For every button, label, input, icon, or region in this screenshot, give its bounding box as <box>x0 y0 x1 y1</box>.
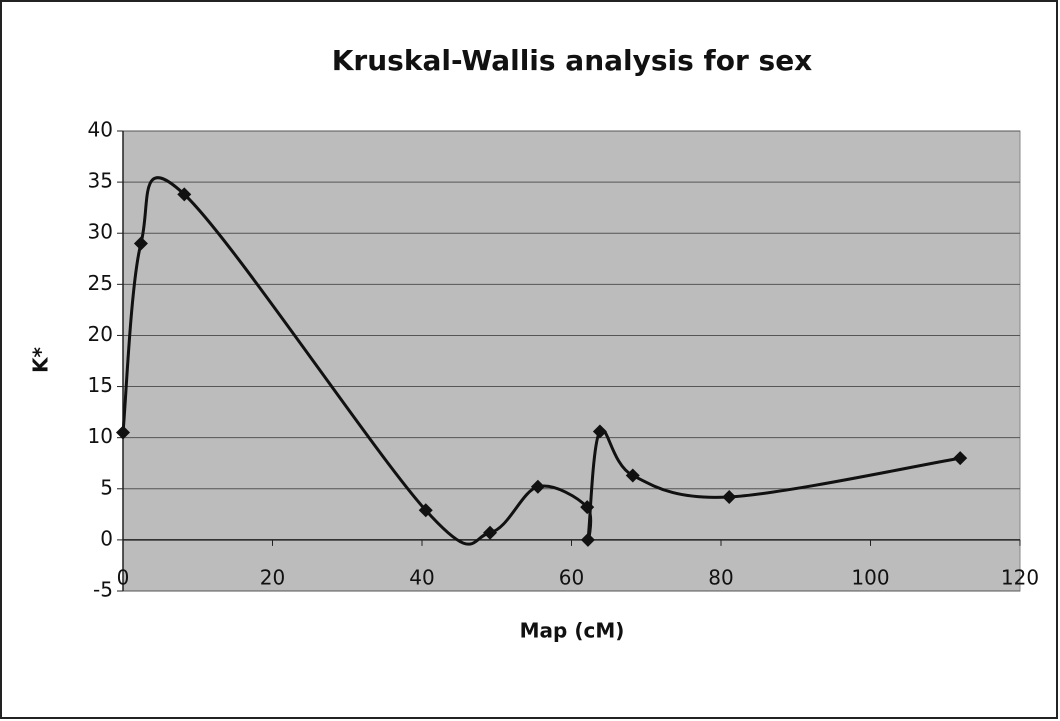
data-point <box>133 236 148 251</box>
data-point <box>483 525 498 540</box>
x-tick-label: 20 <box>260 566 285 590</box>
x-axis-title: Map (cM) <box>520 619 625 643</box>
data-point <box>592 424 607 439</box>
x-tick-label: 40 <box>409 566 434 590</box>
y-tick-label: 10 <box>88 424 113 448</box>
data-point <box>722 489 737 504</box>
y-tick-label: 15 <box>88 373 113 397</box>
y-axis-title: K* <box>29 346 53 372</box>
x-tick-label: 80 <box>708 566 733 590</box>
x-tick-label: 60 <box>559 566 584 590</box>
y-tick-label: 35 <box>88 169 113 193</box>
data-point <box>116 425 130 440</box>
x-tick-label: 120 <box>1001 566 1039 590</box>
y-tick-label: 30 <box>88 220 113 244</box>
data-point <box>530 479 545 494</box>
plot-area <box>122 130 1021 592</box>
chart-title: Kruskal-Wallis analysis for sex <box>332 44 813 77</box>
y-tick-label: 40 <box>88 118 113 142</box>
y-tick-label: 5 <box>100 475 113 499</box>
y-tick-label: 0 <box>100 526 113 550</box>
data-point <box>953 451 968 466</box>
data-point <box>580 500 595 515</box>
y-tick-label: 25 <box>88 271 113 295</box>
x-tick-label: 100 <box>851 566 889 590</box>
y-tick-label: 20 <box>88 322 113 346</box>
data-point <box>580 532 595 547</box>
data-point <box>418 503 433 518</box>
y-tick-label: -5 <box>93 578 113 602</box>
data-point <box>177 187 192 202</box>
x-tick-label: 0 <box>117 566 130 590</box>
data-point <box>625 468 640 483</box>
